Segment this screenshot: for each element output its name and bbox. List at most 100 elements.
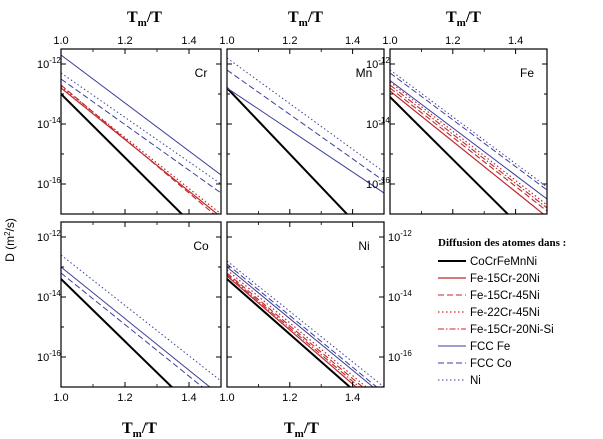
x-tick-label: 1.4 (181, 35, 196, 47)
top-xlabel-2: Tm/T (288, 9, 323, 29)
legend-entry: Fe-15Cr-20Ni-Si (438, 324, 554, 336)
x-tick-label: 1.0 (219, 35, 234, 47)
series-line-ni (227, 260, 384, 387)
series-line-ni (227, 57, 384, 173)
legend-label: Ni (470, 375, 481, 387)
legend-entry: CoCrFeMnNi (438, 256, 537, 268)
svg-text:Tm/T: Tm/T (446, 9, 481, 29)
x-tick-label: 1.4 (508, 35, 523, 47)
panel-cr: 1.0 1.2 1.4 10-12 10-14 10-16 Cr (37, 35, 222, 215)
y-tick-label: 10-12 (366, 56, 390, 71)
x-tick-label: 1.0 (382, 35, 397, 47)
panel-series-group (61, 254, 221, 387)
legend-label: Fe-15Cr-45Ni (470, 290, 540, 302)
series-line-fe-15cr-45ni (227, 272, 364, 387)
y-tick-label: 10-16 (37, 349, 61, 364)
bottom-xlabel-2: Tm/T (284, 420, 319, 439)
series-line-fcc-co (61, 272, 204, 387)
series-line-ni (61, 72, 221, 185)
x-tick-label: 1.2 (445, 35, 460, 47)
series-line-fcc-fe (227, 266, 374, 387)
y-tick-label: 10-14 (37, 289, 61, 304)
panel-frame (60, 221, 222, 388)
panel-element-label: Ni (358, 239, 369, 253)
series-line-fcc-fe (61, 266, 211, 387)
x-tick-label: 1.0 (53, 392, 68, 404)
x-tick-label: 1.2 (117, 392, 132, 404)
panel-element-label: Cr (195, 66, 208, 80)
series-line-cocrfemnni (61, 93, 184, 214)
panel-series-group (227, 57, 384, 214)
svg-text:Tm/T: Tm/T (284, 420, 319, 439)
svg-text:Tm/T: Tm/T (122, 420, 157, 439)
panel-element-label: Mn (356, 66, 373, 80)
series-line-fcc-fe (390, 80, 547, 200)
x-tick-label: 1.4 (345, 35, 360, 47)
x-tick-label: 1.4 (345, 392, 360, 404)
panel-series-group (390, 69, 547, 214)
legend-entry: Fe-15Cr-20Ni (438, 273, 540, 285)
series-line-fe-22cr-45ni (390, 81, 547, 206)
x-tick-label: 1.2 (282, 35, 297, 47)
svg-text:Tm/T: Tm/T (288, 9, 323, 29)
y-tick-label: 10-16 (388, 349, 412, 364)
y-tick-label: 10-14 (366, 116, 390, 131)
series-line-fe-15cr-20ni (227, 275, 358, 387)
series-line-fcc-co (227, 69, 384, 182)
series-line-cocrfemnni (227, 278, 352, 387)
panel-frame (226, 48, 385, 215)
legend: Diffusion des atomes dans : CoCrFeMnNi Fe… (438, 237, 566, 387)
series-line-ni (61, 254, 221, 382)
series-line-fe-15cr-20ni-si (227, 274, 361, 387)
series-line-fcc-co (61, 78, 221, 194)
series-line-fe-15cr-20ni (390, 90, 545, 214)
panel-ni: 1.0 1.2 1.4 10-12 10-14 10-16 Ni (219, 221, 412, 404)
legend-entry: Fe-22Cr-45Ni (438, 307, 540, 319)
x-tick-label: 1.2 (282, 392, 297, 404)
legend-label: Fe-22Cr-45Ni (470, 307, 540, 319)
panel-mn: 1.0 1.2 1.4 Mn (219, 35, 385, 215)
series-line-fe-15cr-45ni (61, 84, 215, 214)
series-line-fe-15cr-45ni (390, 87, 547, 212)
y-tick-label: 10-12 (37, 56, 61, 71)
legend-entry: FCC Fe (438, 341, 510, 353)
panel-series-group (61, 54, 221, 214)
series-line-cocrfemnni (390, 96, 510, 214)
series-line-fcc-fe (61, 54, 221, 176)
series-line-fe-15cr-20ni-si (390, 84, 547, 209)
series-line-fcc-fe (227, 87, 384, 194)
x-tick-label: 1.0 (53, 35, 68, 47)
y-tick-label: 10-16 (366, 176, 390, 191)
series-line-cocrfemnni (227, 87, 349, 214)
legend-label: FCC Co (470, 358, 512, 370)
y-tick-label: 10-14 (388, 289, 412, 304)
top-xlabel-3: Tm/T (446, 9, 481, 29)
series-line-ni (390, 69, 547, 188)
y-axis-label: D (m2/s) (3, 218, 17, 262)
y-tick-label: 10-16 (37, 176, 61, 191)
legend-label: Fe-15Cr-20Ni (470, 273, 540, 285)
legend-entry: FCC Co (438, 358, 512, 370)
panel-element-label: Co (193, 239, 209, 253)
panel-frame (389, 48, 548, 215)
top-xlabel-1: Tm/T (127, 9, 162, 29)
y-tick-label: 10-12 (388, 229, 412, 244)
series-line-fcc-co (227, 263, 378, 387)
panel-element-label: Fe (520, 66, 534, 80)
legend-label: CoCrFeMnNi (470, 256, 537, 268)
y-tick-label: 10-14 (37, 116, 61, 131)
legend-entry: Fe-15Cr-45Ni (438, 290, 540, 302)
panel-fe: 1.0 1.2 1.4 10-12 10-14 10-16 Fe (366, 35, 548, 215)
panel-co: 1.0 1.2 1.4 10-12 10-14 10-16 Co (37, 221, 222, 404)
panel-series-group (227, 260, 384, 387)
x-tick-label: 1.2 (117, 35, 132, 47)
series-line-fe-22cr-45ni (227, 269, 368, 387)
legend-label: Fe-15Cr-20Ni-Si (470, 324, 554, 336)
x-tick-label: 1.0 (219, 392, 234, 404)
svg-text:Tm/T: Tm/T (127, 9, 162, 29)
panel-frame (226, 221, 385, 388)
y-tick-label: 10-12 (37, 229, 61, 244)
series-line-fcc-co (390, 72, 547, 191)
legend-title: Diffusion des atomes dans : (438, 237, 566, 249)
